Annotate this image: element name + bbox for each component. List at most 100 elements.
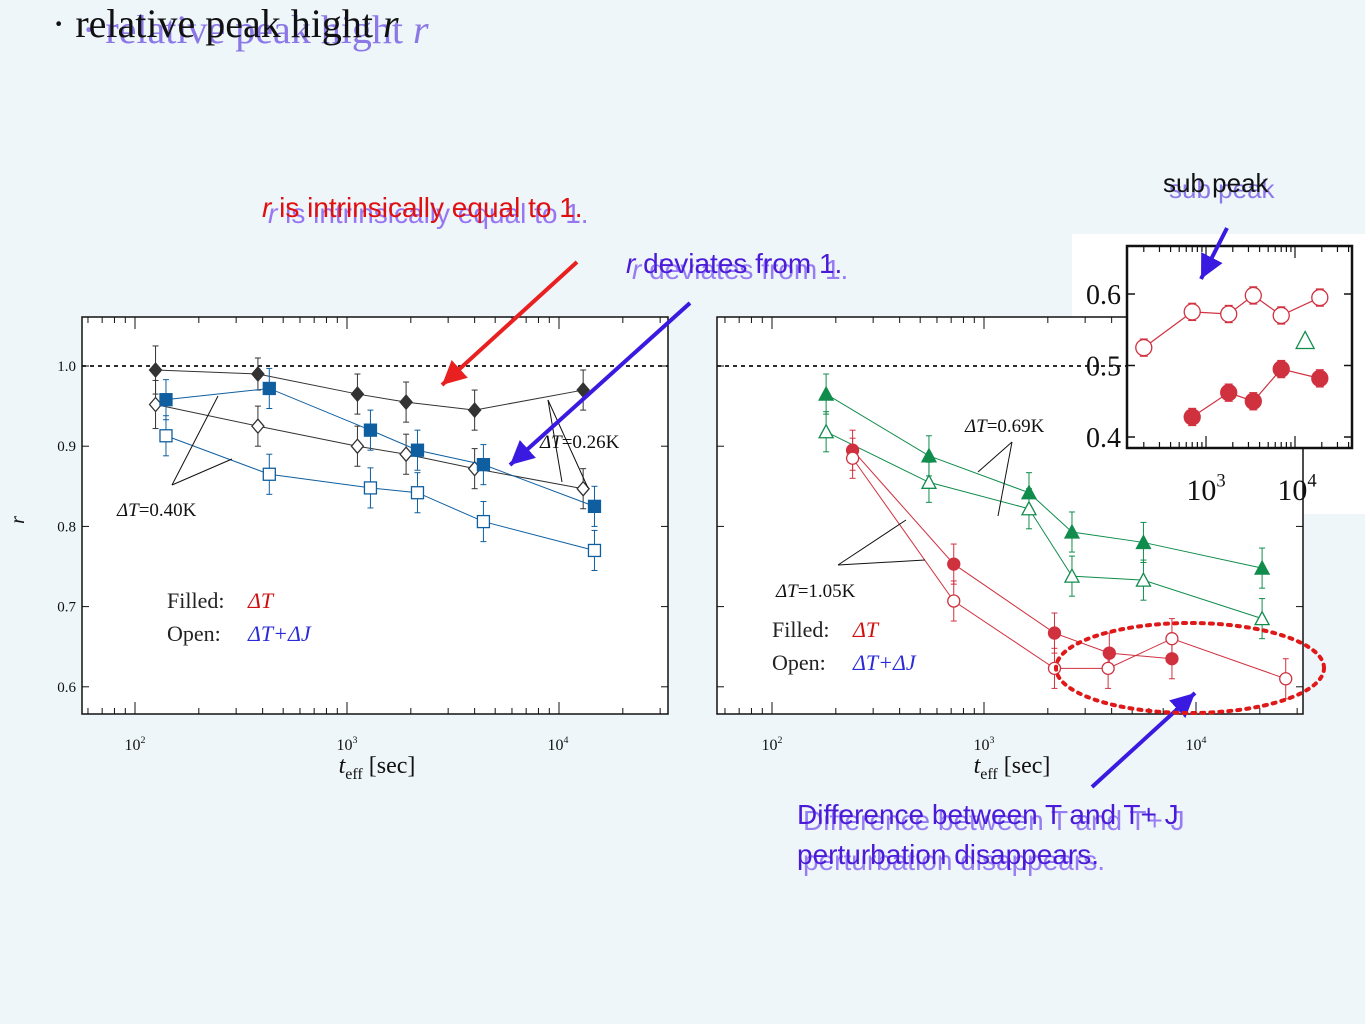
leader-dt-069-a [997, 441, 1013, 517]
annotation-r-deviates-var: r [626, 248, 636, 279]
x-axis-label: teff [sec] [339, 753, 416, 783]
annotation-difference: Difference between T and T+ J Difference… [797, 799, 1185, 876]
data-point [350, 386, 365, 403]
data-point [920, 447, 938, 463]
leader-dt-040-a [171, 395, 219, 486]
data-point [1020, 500, 1038, 516]
x-tick-label: 102 [762, 735, 783, 754]
annotation-difference-line2: perturbation disappears. [797, 839, 1099, 870]
data-point [476, 457, 491, 472]
leader-dt-105-b [837, 559, 926, 566]
data-point [1279, 672, 1293, 686]
label-dt-040: ΔT=0.40K [116, 500, 197, 521]
chart-panel-1: 0.6 0.7 0.8 0.9 1.0 r 102 103 104 teff [sec] [7, 316, 669, 783]
data-point [845, 443, 860, 457]
leader-dt-105-a [837, 519, 907, 566]
data-point [576, 382, 591, 399]
x-tick-label: 104 [1186, 735, 1207, 754]
legend-open-label: Open: [772, 650, 826, 675]
data-point [1063, 567, 1081, 583]
annotation-r-deviates: r deviates from 1. r deviates from 1. [626, 248, 849, 285]
data-point [251, 366, 265, 383]
y-axis-label: r [7, 516, 29, 524]
data-point [159, 393, 173, 407]
y-tick-label: 0.8 [57, 519, 76, 535]
data-point [159, 429, 173, 443]
y-tick-label: 0.9 [57, 439, 76, 455]
annotation-sub-peak: sub peak sub peak [1163, 168, 1275, 204]
annotation-sub-peak-text: sub peak [1163, 168, 1269, 198]
data-point [818, 423, 835, 439]
data-point [1047, 661, 1062, 676]
label-dt-026: ΔT=0.26K [539, 432, 620, 453]
annotation-r-equal-var: r [262, 192, 272, 223]
leader-dt-026-a [547, 399, 563, 483]
data-point [1135, 571, 1152, 587]
y-tick-label: 1.0 [57, 359, 76, 375]
leader-dt-026-b [547, 399, 589, 489]
data-point [399, 446, 413, 463]
data-point [251, 418, 265, 435]
data-point [1135, 534, 1152, 550]
data-point [476, 514, 491, 529]
data-point [467, 460, 482, 477]
arrow-difference [1090, 691, 1197, 789]
leader-dt-069-b [977, 441, 1013, 473]
data-point [262, 381, 276, 396]
data-point [363, 481, 378, 495]
legend-open-label: Open: [167, 621, 221, 646]
series-1-4 [159, 415, 602, 572]
annotation-difference-line1: Difference between T and T+ J [797, 799, 1179, 830]
data-point [363, 423, 378, 437]
legend-right: Filled: ΔT Open: ΔT+ΔJ [772, 617, 917, 675]
data-point [1165, 652, 1179, 666]
data-point [1254, 559, 1271, 575]
annotation-r-equal: r is intrinsically equal to 1. r is intr… [262, 192, 589, 229]
data-point [262, 467, 276, 481]
data-point [1102, 646, 1116, 660]
plot-area [81, 316, 669, 715]
series-line [165, 387, 595, 507]
data-point [587, 543, 602, 558]
data-point [818, 385, 835, 401]
x-tick-label: 102 [125, 735, 146, 754]
data-point [576, 480, 591, 497]
annotation-r-deviates-text: deviates from 1. [635, 248, 843, 279]
slide-title-var: r [382, 1, 399, 46]
data-point [410, 443, 425, 457]
data-point [467, 402, 482, 419]
series-line [155, 404, 584, 490]
data-point [845, 451, 860, 465]
legend-filled-label: Filled: [772, 617, 829, 642]
highlight-ellipse [1054, 621, 1326, 715]
slide-title-text: · relative peak hight [52, 1, 373, 46]
slide-title-shadow: · relative peak hight r [82, 7, 429, 52]
series-1-2 [148, 379, 591, 510]
data-point [1047, 626, 1062, 640]
label-dt-069: ΔT=0.69K [964, 416, 1045, 437]
legend-filled-label: Filled: [167, 588, 224, 613]
arrow-r-equal [440, 260, 579, 387]
x-tick-label: 104 [548, 735, 569, 754]
legend-open-value: ΔT+ΔJ [852, 650, 917, 675]
y-tick-label: 0.7 [57, 600, 76, 616]
data-point [1063, 523, 1081, 539]
data-point [1101, 661, 1115, 676]
legend-left: Filled: ΔT Open: ΔT+ΔJ [167, 588, 312, 646]
legend-open-value: ΔT+ΔJ [247, 621, 312, 646]
slide-title: · relative peak hight r · relative peak … [52, 0, 429, 52]
y-tick-label: 0.6 [57, 680, 76, 696]
data-point [1165, 632, 1179, 646]
series-1-1 [148, 345, 591, 431]
legend-filled-value: ΔT [852, 617, 880, 642]
data-point [350, 438, 365, 455]
x-tick-label: 103 [974, 735, 995, 754]
annotation-r-equal-text: is intrinsically equal to 1. [271, 192, 583, 223]
series-line [165, 435, 595, 551]
data-point [410, 486, 425, 500]
leader-dt-040-b [171, 458, 233, 486]
data-point [947, 557, 961, 571]
data-point [920, 473, 938, 489]
x-tick-label: 103 [337, 735, 358, 754]
inset-panel [1072, 234, 1365, 514]
